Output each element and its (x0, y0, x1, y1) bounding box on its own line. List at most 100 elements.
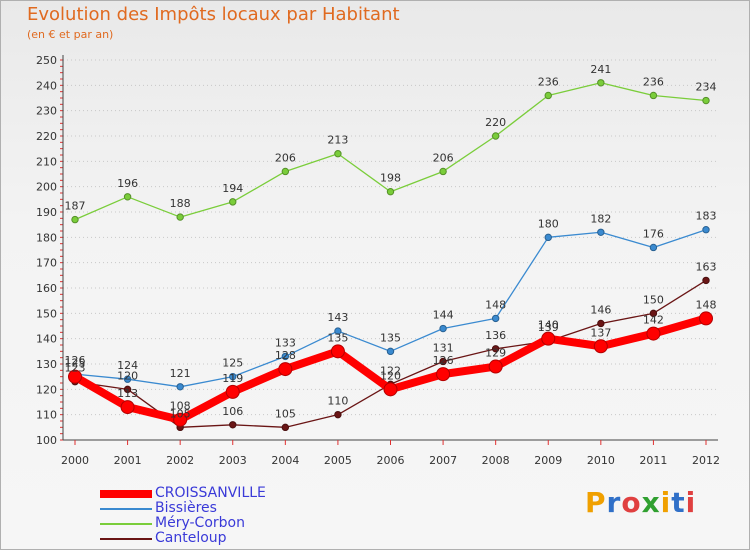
data-label: 110 (327, 395, 348, 408)
data-label: 187 (65, 200, 86, 213)
data-label: 206 (433, 151, 454, 164)
data-label: 128 (275, 349, 296, 362)
data-point (176, 383, 184, 391)
data-label: 148 (485, 298, 506, 311)
x-tick-label: 2001 (114, 454, 142, 467)
data-label: 137 (590, 326, 611, 339)
proxiti-logo: Proxiti (585, 486, 696, 519)
y-tick-label: 110 (36, 409, 57, 422)
data-label: 123 (65, 362, 86, 375)
legend-label: CROISSANVILLE (155, 485, 266, 501)
data-label: 121 (170, 367, 191, 380)
chart-subtitle: (en € et par an) (27, 28, 114, 41)
data-label: 129 (485, 347, 506, 360)
data-point (123, 193, 132, 201)
logo-letter: o (621, 486, 642, 519)
data-point (386, 188, 395, 196)
data-point (71, 215, 79, 224)
data-point (491, 345, 500, 353)
data-point (68, 369, 82, 384)
data-point (544, 233, 552, 242)
y-tick-label: 130 (36, 358, 57, 371)
legend-label: Méry-Corbon (155, 515, 245, 531)
data-label: 146 (590, 303, 611, 316)
data-label: 105 (275, 407, 296, 420)
data-label: 136 (485, 329, 506, 342)
data-point (702, 226, 710, 234)
data-label: 108 (170, 400, 191, 413)
legend-swatch (100, 508, 152, 510)
data-label: 140 (538, 319, 559, 332)
data-label: 150 (643, 293, 664, 306)
data-label: 236 (538, 75, 559, 88)
data-point (597, 319, 605, 328)
data-label: 113 (117, 387, 138, 400)
x-tick-label: 2012 (692, 454, 720, 467)
data-point (491, 314, 500, 323)
data-point (597, 228, 605, 236)
data-point (649, 91, 658, 100)
data-point (281, 423, 290, 432)
y-tick-label: 160 (36, 282, 57, 295)
logo-letter: x (641, 486, 661, 519)
data-point (229, 372, 237, 381)
data-label: 124 (117, 359, 138, 372)
x-tick-label: 2009 (534, 454, 562, 467)
data-point (123, 385, 132, 394)
logo-letter: i (685, 486, 697, 519)
data-label: 142 (643, 314, 664, 327)
data-label: 126 (433, 354, 454, 367)
logo-letter: P (585, 486, 607, 519)
data-point (334, 327, 342, 335)
data-label: 176 (643, 227, 664, 240)
y-tick-label: 240 (36, 79, 57, 92)
data-point (330, 344, 345, 359)
y-tick-label: 100 (36, 434, 57, 447)
data-label: 133 (275, 336, 296, 349)
data-point (173, 412, 188, 427)
data-point (383, 382, 398, 397)
data-label: 120 (380, 369, 401, 382)
data-point (278, 362, 293, 377)
legend-label: Canteloup (155, 530, 227, 546)
legend-swatch (100, 538, 152, 540)
data-label: 135 (327, 331, 348, 344)
y-tick-label: 190 (36, 206, 57, 219)
data-point (702, 96, 710, 105)
x-tick-label: 2002 (166, 454, 194, 467)
data-point (593, 339, 608, 354)
x-tick-label: 2006 (377, 454, 405, 467)
data-label: 122 (380, 364, 401, 377)
data-label: 180 (538, 217, 559, 230)
data-point (439, 167, 447, 176)
y-tick-label: 150 (36, 307, 57, 320)
data-label: 131 (433, 341, 454, 354)
data-point (699, 311, 713, 326)
data-point (544, 91, 552, 100)
y-tick-label: 230 (36, 105, 57, 118)
data-label: 196 (117, 177, 138, 190)
data-label: 139 (538, 321, 559, 334)
data-label: 148 (696, 298, 717, 311)
data-label: 182 (590, 212, 611, 225)
axes: 100 110 120 130 140 150 160 170 180 190 200 210 220 2… (36, 54, 720, 467)
data-point (386, 347, 395, 356)
x-tick-label: 2008 (482, 454, 510, 467)
logo-letter: r (606, 486, 622, 519)
x-tick-label: 2007 (429, 454, 457, 467)
data-point (488, 359, 503, 374)
data-point (334, 410, 342, 419)
chart-title: Evolution des Impôts locaux par Habitant (27, 4, 400, 25)
data-label: 206 (275, 151, 296, 164)
data-point (281, 352, 290, 361)
y-tick-label: 170 (36, 257, 57, 270)
data-point (439, 357, 447, 366)
data-label: 188 (170, 197, 191, 210)
series-lines (68, 79, 713, 432)
data-point (702, 276, 710, 285)
data-point (229, 198, 237, 206)
data-label: 213 (327, 134, 348, 147)
data-label: 119 (222, 372, 243, 385)
